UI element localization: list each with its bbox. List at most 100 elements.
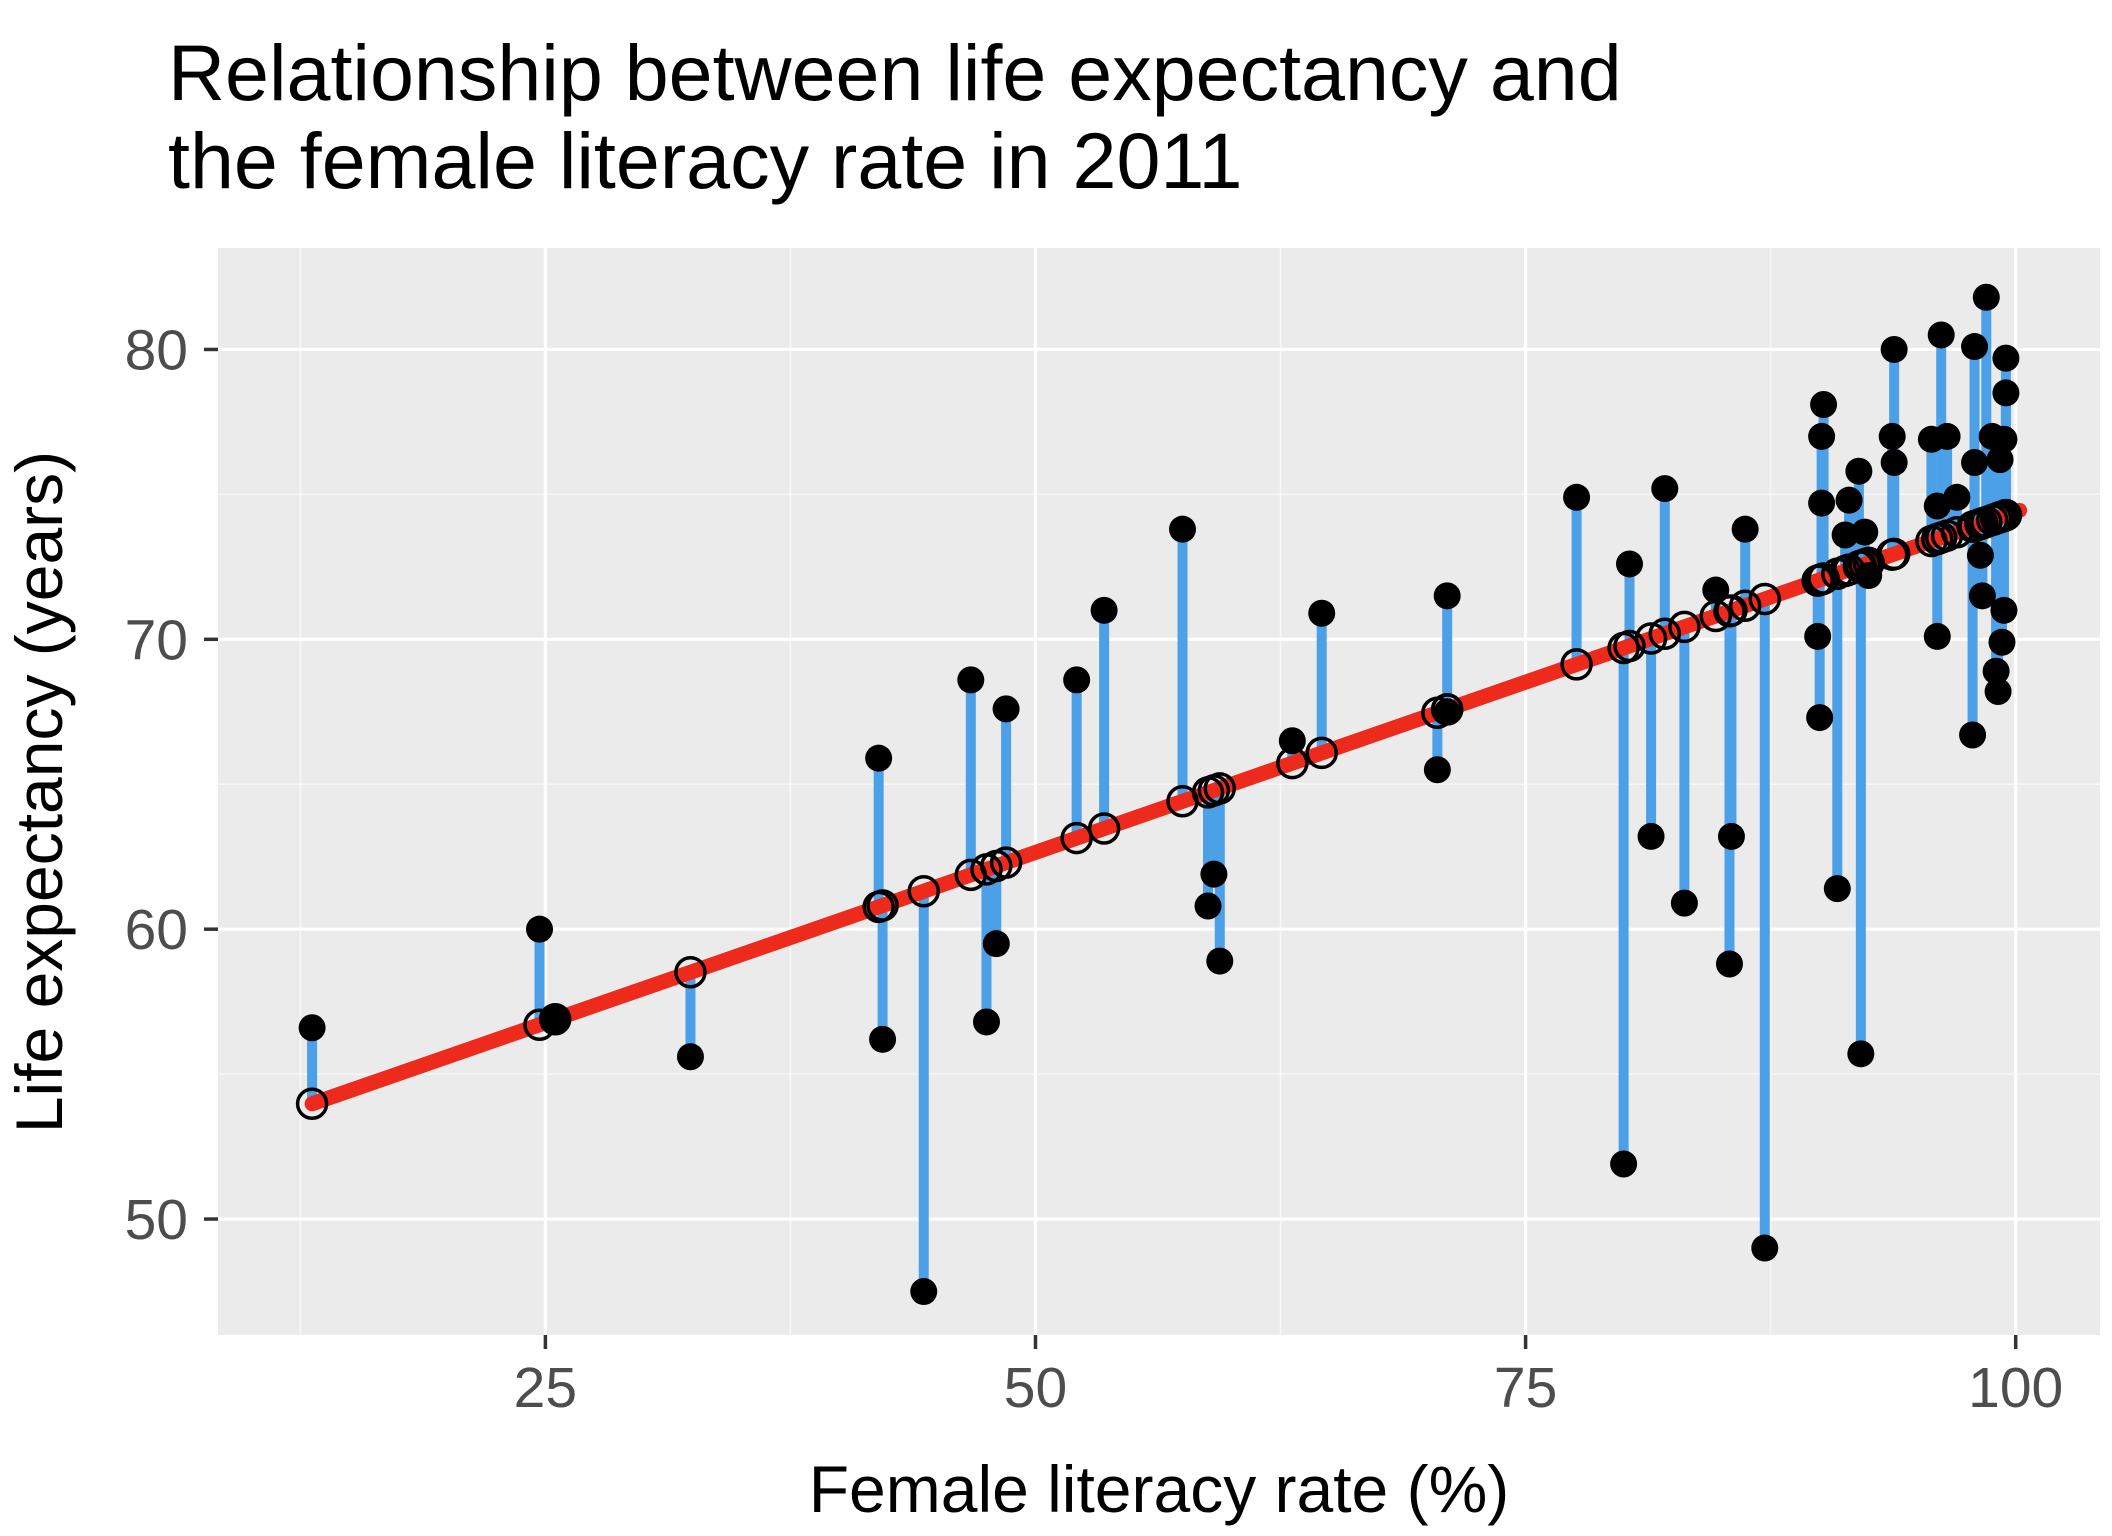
data-point <box>1717 822 1745 850</box>
x-tick-label: 75 <box>1494 1356 1557 1420</box>
data-point <box>1992 379 2020 407</box>
data-point <box>1804 622 1832 650</box>
fitted-value-circle <box>989 846 1023 879</box>
fitted-value-circle <box>1989 498 2023 532</box>
y-tick-label: 60 <box>125 898 188 962</box>
x-tick-label: 25 <box>514 1356 577 1420</box>
regression-line <box>304 502 2028 1112</box>
data-point <box>1845 457 1873 485</box>
data-point <box>1990 596 2018 624</box>
data-point <box>1731 515 1759 543</box>
data-point <box>1808 489 1836 517</box>
fitted-value-circle <box>674 956 707 989</box>
data-point <box>992 695 1020 723</box>
data-point <box>1961 449 1989 477</box>
data-point <box>1169 515 1197 543</box>
plot-panel: 25 50 75 100 50 60 70 80 <box>125 248 2100 1420</box>
data-point <box>957 666 985 694</box>
data-point <box>1878 422 1906 450</box>
data-point <box>1943 483 1971 511</box>
chart-title-line2: the female literacy rate in 2011 <box>168 116 1242 205</box>
data-point <box>1810 391 1838 419</box>
data-point <box>1278 727 1306 755</box>
fitted-value-circle <box>295 1087 329 1120</box>
fitted-value-circle <box>1728 589 1762 623</box>
fitted-value-circle <box>1634 622 1668 655</box>
x-tick-label: 50 <box>1004 1356 1067 1420</box>
fitted-value-circle <box>1748 582 1782 616</box>
fitted-value-circle <box>1613 629 1646 663</box>
data-point <box>910 1278 938 1306</box>
data-point <box>1990 425 2018 453</box>
data-point <box>1206 947 1234 975</box>
data-point <box>1880 449 1908 477</box>
data-point <box>1855 562 1883 590</box>
data-point <box>1616 550 1643 578</box>
data-point <box>1847 1040 1875 1068</box>
data-point <box>526 915 554 943</box>
data-point <box>1194 892 1222 920</box>
fitted-value-circle <box>866 889 899 922</box>
data-point <box>1702 576 1730 604</box>
data-point <box>1851 518 1879 546</box>
data-point <box>1984 677 2012 705</box>
data-point <box>1423 756 1451 784</box>
x-tick-label: 100 <box>1968 1356 2063 1420</box>
data-point <box>1880 335 1908 363</box>
data-point <box>1433 698 1461 726</box>
data-point <box>1806 704 1834 732</box>
data-point <box>1063 666 1091 694</box>
data-point <box>1090 596 1118 624</box>
panel-background <box>218 248 2100 1335</box>
data-point <box>1808 422 1836 450</box>
data-point <box>982 930 1010 958</box>
data-point <box>541 1005 569 1033</box>
data-point <box>1986 446 2014 474</box>
fitted-value-circle <box>1087 812 1121 845</box>
data-point <box>1835 486 1863 514</box>
data-point <box>1961 333 1989 361</box>
data-point <box>1933 422 1961 450</box>
data-point <box>869 1025 897 1053</box>
data-point <box>1966 541 1994 569</box>
chart-title-line1: Relationship between life expectancy and <box>168 28 1622 117</box>
data-point <box>1972 283 2000 311</box>
fitted-value-circle <box>1877 537 1911 571</box>
data-point <box>1200 860 1228 888</box>
y-tick-label: 70 <box>125 608 188 672</box>
data-point <box>1988 628 2016 656</box>
data-point <box>1651 475 1679 503</box>
fitted-value-circle <box>1648 617 1682 650</box>
data-point <box>1715 950 1743 978</box>
data-point <box>1563 483 1591 511</box>
data-point <box>1927 321 1955 349</box>
fitted-value-circle <box>1560 648 1593 681</box>
data-point <box>676 1043 704 1071</box>
data-point <box>1610 1150 1638 1178</box>
fitted-value-circle <box>1203 772 1237 805</box>
fitted-value-circle <box>1715 594 1748 627</box>
y-tick-label: 80 <box>125 318 188 382</box>
data-point <box>1670 889 1698 917</box>
fitted-value-circle <box>1305 736 1338 770</box>
data-point <box>972 1008 1000 1036</box>
y-axis-title: Life expectancy (years) <box>2 451 76 1133</box>
fitted-value-circle <box>1668 610 1701 644</box>
data-point <box>1433 582 1461 610</box>
data-point <box>1959 721 1987 749</box>
data-point <box>1637 822 1665 850</box>
data-point <box>1308 599 1336 627</box>
fitted-value-circle <box>907 874 940 908</box>
fitted-value-circle <box>538 1003 572 1036</box>
y-tick-label: 50 <box>125 1188 188 1252</box>
data-point <box>865 744 893 772</box>
data-point <box>1923 622 1951 650</box>
x-axis-title: Female literacy rate (%) <box>809 1452 1510 1526</box>
data-point <box>1992 344 2020 372</box>
data-point <box>1968 582 1996 610</box>
data-point <box>1823 875 1851 903</box>
data-point <box>1751 1234 1779 1262</box>
data-point <box>298 1014 326 1042</box>
